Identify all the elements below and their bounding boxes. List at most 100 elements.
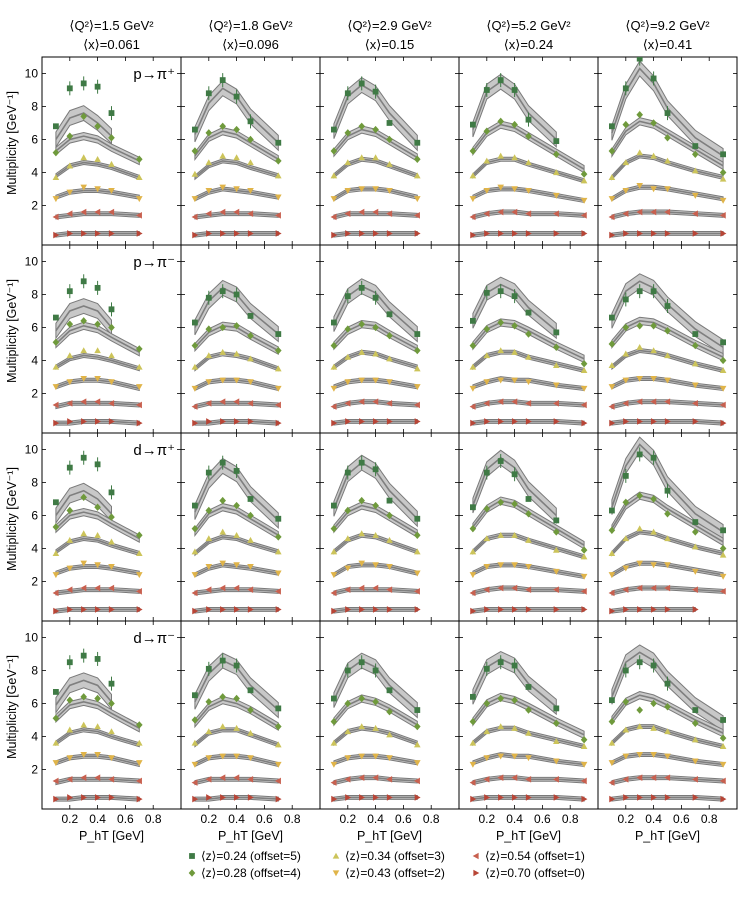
column-header-q2: ⟨Q²⟩=5.2 GeV²	[486, 18, 571, 33]
column-header-q2: ⟨Q²⟩=1.8 GeV²	[208, 18, 293, 33]
y-axis-label: Multiplicity [GeV⁻¹]	[5, 655, 19, 759]
panel-frame	[597, 620, 738, 810]
data-point-z1	[692, 331, 699, 337]
data-point-z1	[108, 110, 115, 116]
data-point-z3	[52, 174, 60, 181]
data-point-z2	[497, 117, 504, 126]
data-point-z3	[344, 353, 352, 360]
data-point-z1	[553, 138, 560, 145]
data-point-z6	[581, 230, 588, 237]
data-point-z4	[719, 573, 727, 580]
data-point-z5	[636, 774, 643, 781]
data-point-z3	[692, 543, 699, 550]
data-point-z4	[580, 385, 588, 392]
data-point-z4	[650, 186, 657, 193]
data-point-z3	[330, 548, 338, 555]
data-point-z2	[80, 693, 87, 701]
data-point-z6	[664, 230, 671, 237]
data-point-z6	[220, 606, 226, 613]
data-point-z5	[94, 208, 101, 216]
data-point-z5	[386, 776, 393, 783]
panel-content	[191, 652, 282, 803]
data-point-z6	[53, 419, 60, 427]
fit-curve-z2	[55, 511, 140, 540]
fit-curve-z3	[333, 534, 418, 553]
data-point-z6	[609, 231, 616, 239]
data-point-z6	[233, 230, 240, 237]
data-point-z5	[497, 584, 504, 592]
data-point-z3	[525, 536, 532, 543]
data-point-z6	[498, 794, 504, 801]
data-point-z5	[497, 398, 504, 405]
data-point-z3	[553, 738, 560, 745]
data-point-z4	[511, 377, 518, 384]
reaction-label: d→π⁺	[133, 442, 175, 459]
panel-content	[191, 73, 282, 239]
data-point-z2	[483, 505, 491, 513]
data-point-z4	[52, 196, 60, 203]
data-point-z5	[247, 586, 254, 593]
data-point-z2	[497, 318, 504, 327]
data-point-z4	[497, 377, 504, 384]
data-point-z6	[623, 794, 630, 801]
data-point-z6	[553, 418, 560, 425]
data-point-z5	[511, 398, 518, 405]
data-point-z3	[650, 152, 657, 159]
data-point-z5	[275, 588, 281, 595]
y-tick-label: 2	[31, 762, 38, 776]
data-point-z3	[622, 159, 630, 166]
fit-curve-z2	[55, 324, 140, 353]
fit-curve-z3	[194, 729, 279, 746]
data-point-z4	[469, 572, 477, 579]
column-header-x: ⟨x⟩=0.096	[222, 37, 279, 52]
panel-r3-c1	[180, 620, 321, 810]
y-tick-label: 4	[31, 541, 38, 555]
data-point-z4	[636, 560, 643, 567]
data-point-z6	[720, 795, 727, 803]
data-point-z2	[664, 327, 671, 335]
data-point-z1	[205, 294, 212, 301]
data-point-z2	[344, 129, 352, 137]
legend-item: ⟨z⟩=0.24 (offset=5)	[189, 849, 301, 863]
data-point-z1	[692, 519, 699, 525]
data-point-z5	[553, 210, 559, 217]
data-point-z3	[386, 355, 393, 362]
data-point-z2	[330, 524, 338, 533]
data-point-z6	[372, 794, 379, 801]
data-point-z6	[53, 607, 60, 615]
data-point-z1	[66, 659, 73, 666]
data-point-z4	[553, 758, 560, 765]
data-point-z6	[414, 418, 421, 425]
data-point-z3	[358, 723, 365, 730]
data-point-z6	[637, 794, 643, 801]
data-point-z4	[66, 189, 74, 196]
data-point-z4	[108, 563, 115, 570]
data-point-z6	[275, 606, 282, 613]
data-point-z6	[637, 230, 643, 237]
data-point-z2	[94, 320, 101, 328]
data-point-z4	[330, 385, 338, 392]
data-point-z5	[94, 398, 101, 405]
data-point-z1	[331, 319, 337, 326]
data-point-z1	[219, 288, 226, 295]
data-point-z5	[80, 208, 87, 216]
data-point-z4	[136, 384, 143, 391]
data-point-z6	[345, 418, 352, 425]
data-point-z4	[80, 375, 87, 382]
data-point-z4	[719, 197, 727, 204]
data-point-z1	[483, 289, 490, 296]
data-point-z5	[622, 210, 629, 217]
data-point-z2	[372, 125, 379, 134]
data-point-z4	[330, 196, 338, 203]
data-point-z5	[719, 777, 726, 785]
x-axis-label: P_hT [GeV]	[635, 829, 700, 843]
data-point-z4	[94, 186, 101, 193]
data-point-z5	[233, 774, 240, 781]
panel-content	[608, 57, 727, 239]
data-point-z4	[483, 187, 491, 194]
data-point-z1	[247, 118, 254, 125]
data-point-z1	[414, 331, 421, 337]
data-point-z3	[608, 550, 616, 557]
y-tick-label: 6	[31, 508, 38, 522]
data-point-z5	[386, 210, 393, 217]
